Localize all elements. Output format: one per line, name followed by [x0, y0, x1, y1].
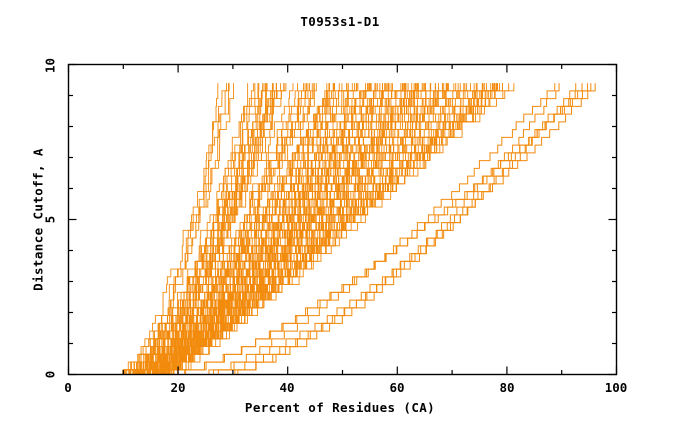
page-title: T0953s1-D1 — [300, 14, 380, 29]
y-tick-label-10: 10 — [42, 57, 58, 74]
x-tick-label-80: 80 — [499, 380, 515, 395]
model-curves-layer — [122, 83, 596, 375]
x-axis-label: Percent of Residues (CA) — [244, 400, 436, 415]
x-tick-label-40: 40 — [279, 380, 295, 395]
x-tick-label-20: 20 — [170, 380, 186, 395]
x-tick-label-0: 0 — [64, 380, 72, 395]
y-tick-label-5: 5 — [42, 215, 58, 224]
x-tick-label-60: 60 — [389, 380, 405, 395]
x-tick-label-100: 100 — [604, 380, 628, 395]
plot-axes — [67, 63, 618, 376]
